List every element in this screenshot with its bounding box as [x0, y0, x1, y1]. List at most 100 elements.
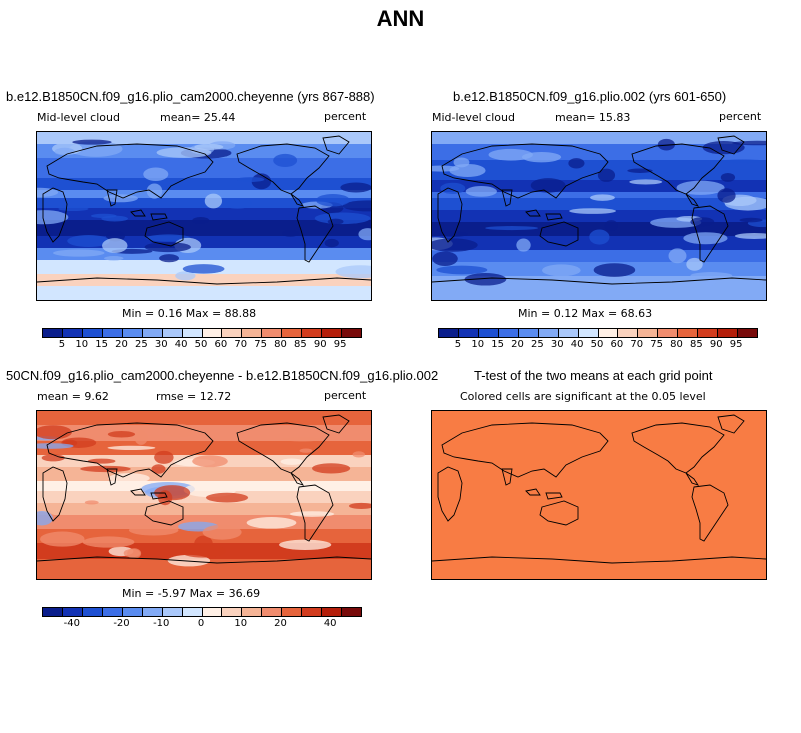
- colorbar-tick-label: 95: [333, 339, 347, 350]
- colorbar-swatch: [182, 329, 203, 337]
- field-patch: [541, 264, 581, 277]
- field-patch: [530, 178, 566, 193]
- colorbar-swatch: [242, 329, 263, 337]
- field-patch: [702, 140, 745, 155]
- colorbar-swatch: [122, 608, 143, 616]
- coastline: [545, 492, 563, 500]
- colorbar-tick-label: 0: [197, 618, 205, 629]
- field-patch: [686, 257, 703, 271]
- colorbar-swatch: [322, 608, 343, 616]
- coastline: [525, 488, 541, 496]
- field-patch: [604, 220, 619, 232]
- field-patch: [739, 217, 763, 223]
- field-patch: [159, 254, 179, 263]
- colorbar-swatch: [618, 329, 639, 337]
- field-patch: [683, 232, 728, 245]
- field-patch: [717, 188, 736, 203]
- colorbar-swatch: [302, 329, 323, 337]
- field-patch: [676, 180, 725, 195]
- field-patch: [182, 264, 225, 274]
- panel-1-mean-label: mean= 25.44: [160, 111, 236, 124]
- field-patch: [521, 151, 562, 163]
- panel-2-map: [431, 131, 767, 301]
- coastline: [37, 277, 371, 285]
- panel-1-minmax: Min = 0.16 Max = 88.88: [122, 307, 257, 320]
- field-patch: [657, 138, 675, 151]
- field-patch: [167, 554, 211, 567]
- coastline: [432, 556, 766, 564]
- panel-2-title: b.e12.B1850CN.f09_g16.plio.002 (yrs 601-…: [453, 89, 727, 104]
- colorbar-swatch: [262, 329, 283, 337]
- field-patch: [146, 183, 163, 199]
- panel-2-units-label: percent: [719, 110, 762, 123]
- colorbar-swatch: [458, 329, 479, 337]
- colorbar-swatch: [698, 329, 719, 337]
- field-patch: [84, 500, 99, 505]
- field-patch: [629, 179, 663, 185]
- field-patch: [589, 229, 610, 245]
- panel-3-rmse-label: rmse = 12.72: [156, 390, 232, 403]
- field-patch: [312, 463, 351, 474]
- colorbar-swatch: [182, 608, 203, 616]
- coastline: [290, 193, 305, 207]
- field-patch: [72, 139, 112, 145]
- field-patch: [690, 272, 733, 280]
- field-patch: [128, 524, 179, 536]
- field-patch: [299, 448, 313, 453]
- colorbar-swatch: [82, 329, 103, 337]
- colorbar-swatch: [142, 329, 163, 337]
- coastline: [631, 143, 725, 195]
- colorbar-tick-label: 30: [154, 339, 168, 350]
- field-patch: [734, 233, 766, 240]
- field-band: [37, 441, 371, 455]
- field-patch: [701, 275, 717, 287]
- colorbar-tick-label: 85: [294, 339, 307, 350]
- field-patch: [432, 238, 478, 252]
- coastline: [144, 221, 184, 247]
- field-patch: [192, 455, 228, 468]
- field-patch: [465, 186, 497, 197]
- colorbar-swatch: [718, 329, 739, 337]
- colorbar-tick-label: -10: [153, 618, 170, 629]
- coastline: [46, 422, 214, 478]
- colorbar-tick-label: 10: [234, 618, 248, 629]
- coastline: [236, 143, 330, 195]
- colorbar-swatch: [202, 329, 223, 337]
- colorbar-swatch: [342, 608, 361, 616]
- field-patch: [279, 539, 332, 550]
- field-patch: [668, 248, 687, 264]
- field-patch: [151, 464, 166, 474]
- coastline: [717, 414, 745, 434]
- field-patch: [67, 235, 110, 247]
- colorbar-swatch: [62, 329, 83, 337]
- colorbar-tick-label: 10: [75, 339, 89, 350]
- coastline: [322, 135, 350, 155]
- panel-3-mean-label: mean = 9.62: [37, 390, 109, 403]
- field-patch: [246, 517, 297, 529]
- panel-2-left-label: Mid-level cloud: [432, 111, 515, 124]
- field-patch: [280, 458, 303, 465]
- figure-title: ANN: [376, 6, 425, 31]
- coastline: [685, 193, 700, 207]
- panel-1-colorbar-labels: 5 10 15 20 25 30 40 50 60 70 75 80 85 90 95: [42, 339, 360, 351]
- colorbar-swatch: [242, 608, 263, 616]
- panel-4-map: [431, 410, 767, 580]
- field-patch: [107, 431, 136, 438]
- coastline: [539, 221, 579, 247]
- colorbar-swatch: [738, 329, 757, 337]
- field-patch: [179, 544, 227, 558]
- field-patch: [273, 153, 298, 168]
- field-band: [37, 190, 371, 198]
- field-patch: [123, 548, 141, 558]
- field-patch: [144, 242, 191, 253]
- panel-1-map: [36, 131, 372, 301]
- colorbar-swatch: [678, 329, 699, 337]
- colorbar-swatch: [302, 608, 323, 616]
- colorbar-tick-label: 60: [214, 339, 228, 350]
- panel-3-minmax: Min = -5.97 Max = 36.69: [122, 587, 261, 600]
- field-patch: [438, 231, 469, 237]
- field-patch: [724, 196, 766, 211]
- colorbar-tick-label: 75: [254, 339, 267, 350]
- field-patch: [162, 424, 196, 438]
- colorbar-tick-label: 25: [135, 339, 148, 350]
